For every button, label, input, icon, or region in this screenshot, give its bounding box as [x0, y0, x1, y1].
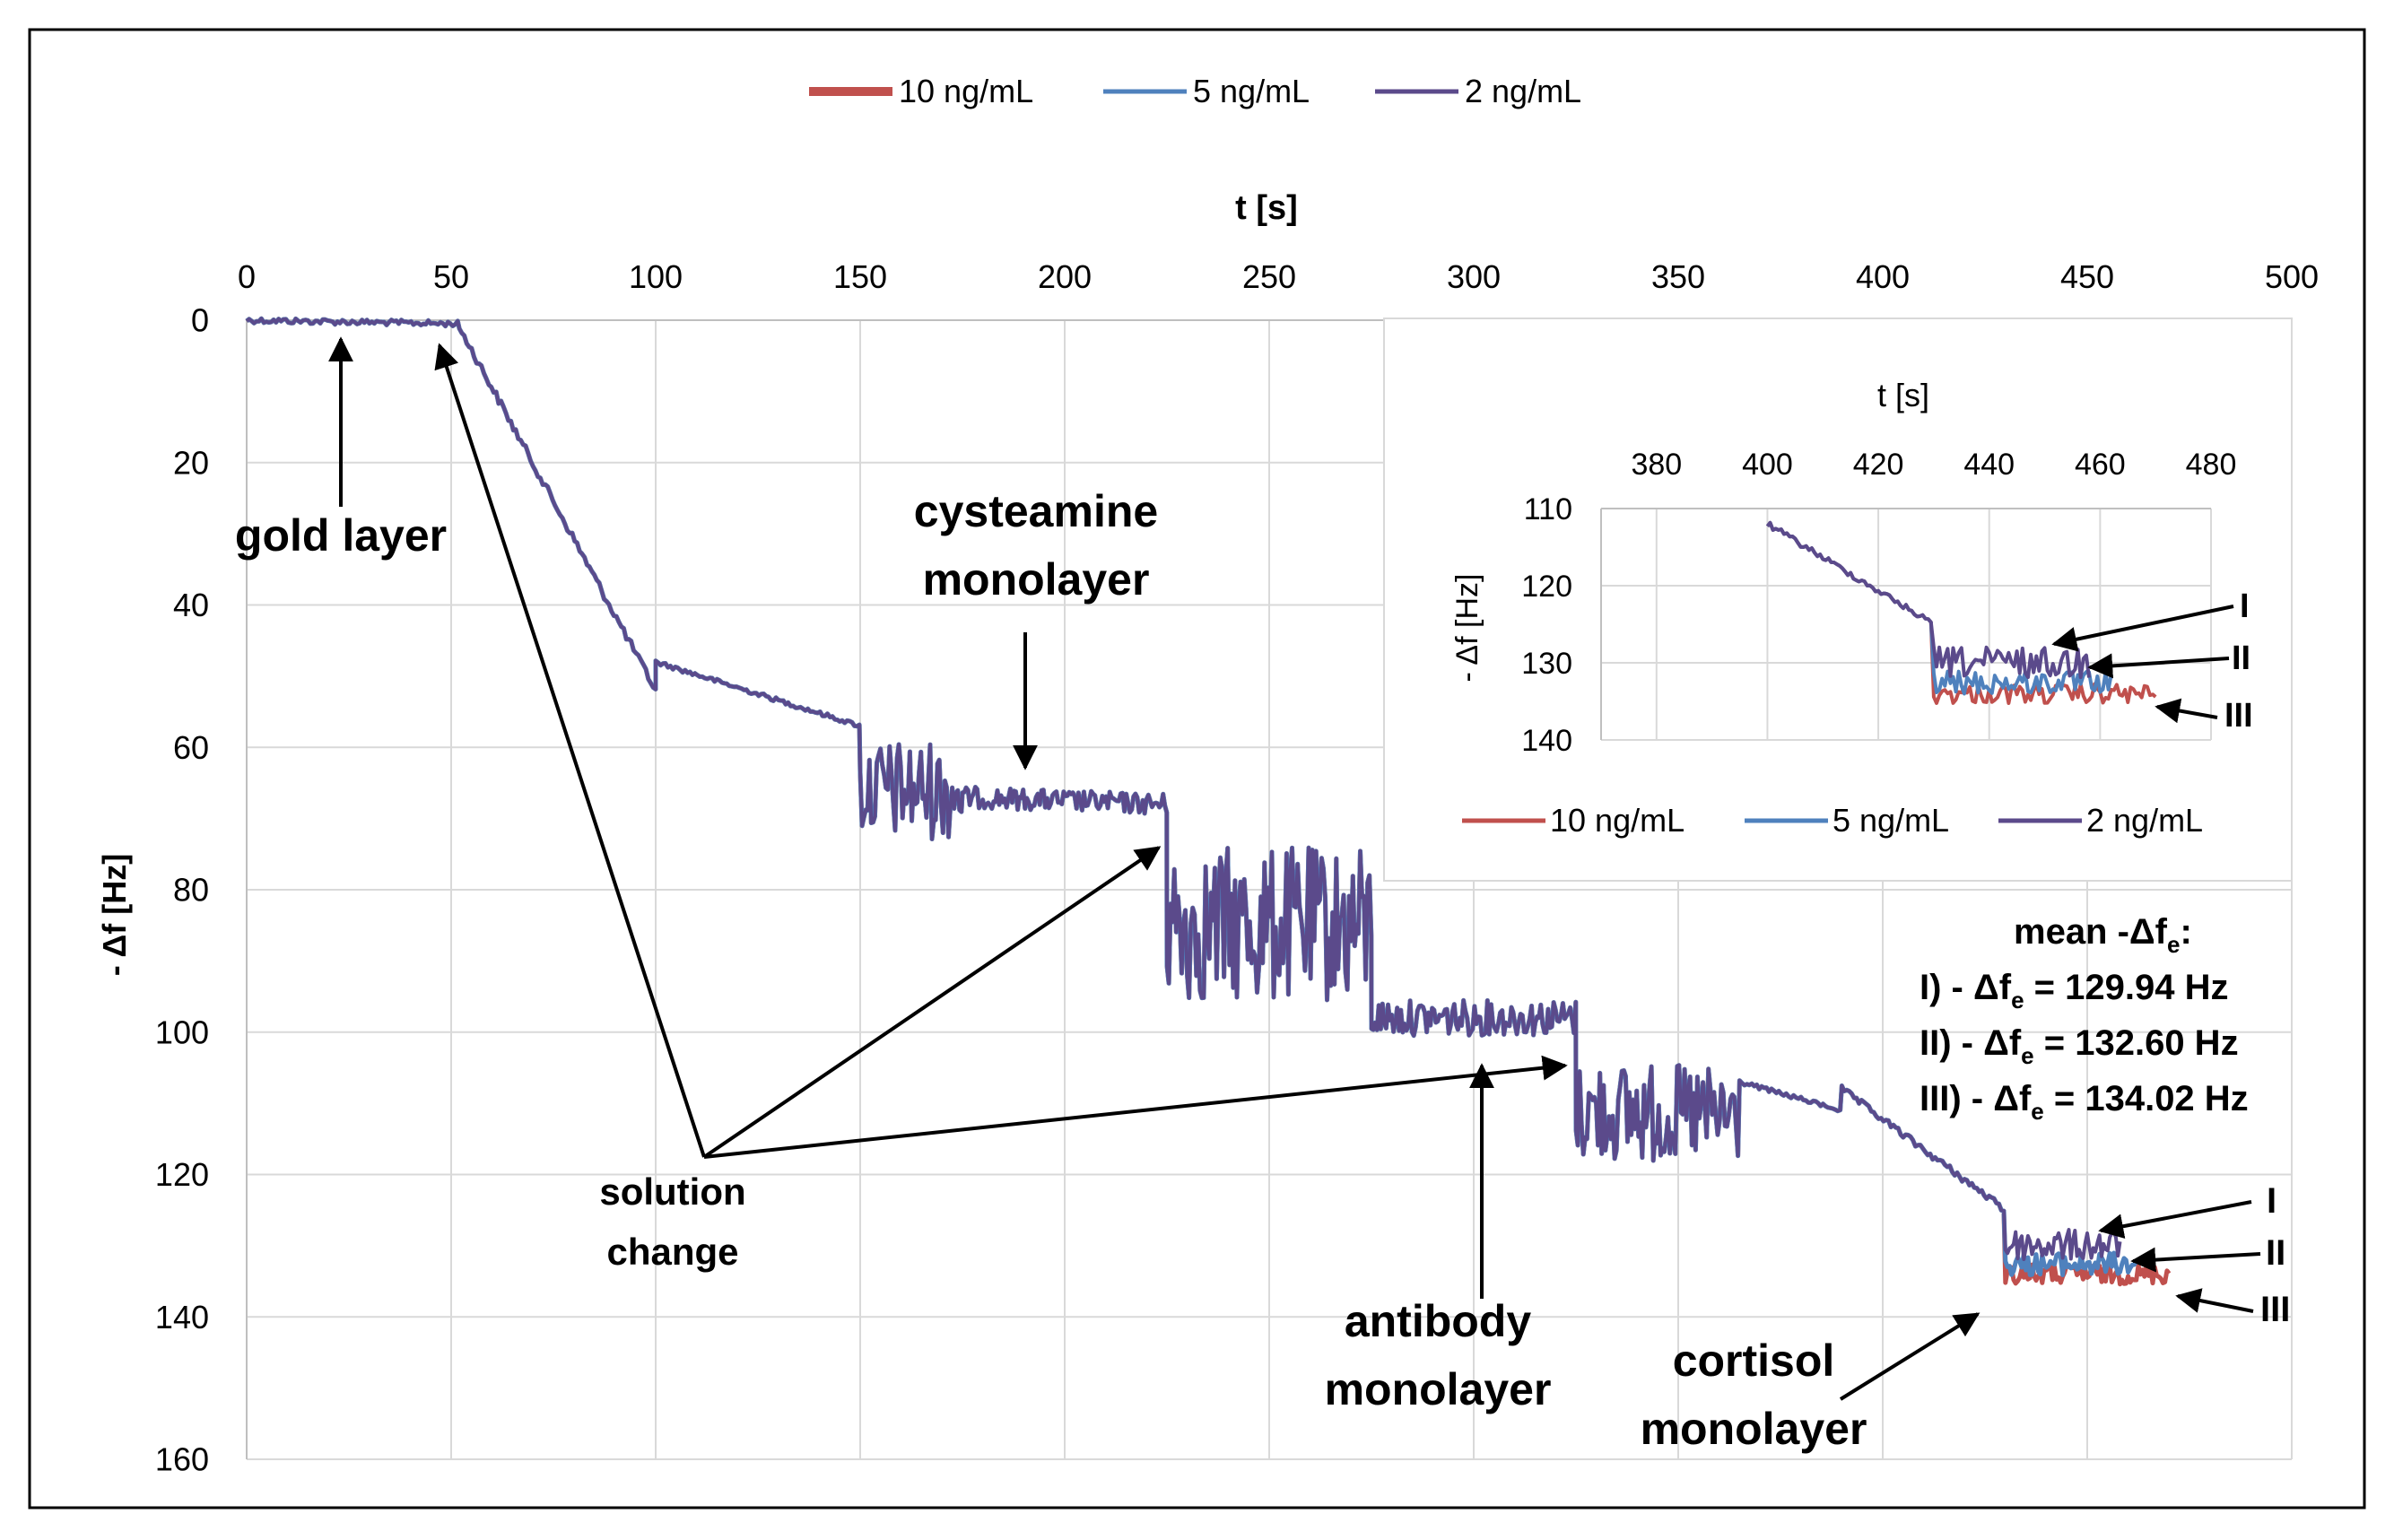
- annotation-gold-layer: gold layer: [235, 510, 447, 561]
- inset-legend-label-5: 5 ng/mL: [1832, 802, 1949, 839]
- inset-label-II: II: [2232, 639, 2250, 677]
- y-axis-title: - Δf [Hz]: [96, 854, 133, 977]
- inset-legend-label-2: 2 ng/mL: [2086, 802, 2203, 839]
- mean-row-II: II) - Δfe = 132.60 Hz: [1920, 1023, 2239, 1069]
- inset-series: [1765, 520, 2157, 705]
- inset-y-tick-label: 110: [1524, 492, 1572, 526]
- annotation-cortisol-2: monolayer: [1641, 1404, 1867, 1454]
- main-label-I: I: [2267, 1181, 2276, 1221]
- main-x-tick-label: 500: [2265, 258, 2319, 295]
- arrow-cortisol: [1839, 1312, 1980, 1401]
- mean-row-I: I) - Δfe = 129.94 Hz: [1920, 968, 2228, 1014]
- inset-legend-label-10: 10 ng/mL: [1550, 802, 1685, 839]
- annotation-cortisol-1: cortisol: [1673, 1336, 1835, 1386]
- main-series: [245, 316, 2172, 1287]
- main-y-tick-label: 60: [173, 729, 209, 766]
- inset-label-I: I: [2240, 587, 2250, 625]
- main-x-tick-label: 200: [1038, 258, 1092, 295]
- x-axis-title: t [s]: [1235, 189, 1298, 227]
- main-y-tick-label: 160: [155, 1441, 209, 1478]
- mean-values-box: mean -Δfe: I) - Δfe = 129.94 Hz II) - Δf…: [1920, 912, 2249, 1125]
- main-y-tick-label: 40: [173, 587, 209, 623]
- legend-main: 10 ng/mL 5 ng/mL 2 ng/mL: [809, 73, 1581, 109]
- main-x-tick-label: 300: [1447, 258, 1501, 295]
- annotation-antibody-1: antibody: [1345, 1296, 1532, 1346]
- inset-y-tick-label: 120: [1521, 570, 1572, 604]
- inset-x-tick-label: 480: [2186, 448, 2237, 482]
- main-x-tick-label: 450: [2060, 258, 2114, 295]
- main-arrow-II: [2130, 1247, 2261, 1273]
- legend-label-5: 5 ng/mL: [1193, 73, 1310, 109]
- annotation-solution-2: change: [606, 1231, 738, 1273]
- main-label-II: II: [2266, 1233, 2285, 1273]
- main-x-tick-label: 350: [1651, 258, 1705, 295]
- mean-row-II-sub: e: [2021, 1042, 2033, 1069]
- mean-row-II-value: = 132.60 Hz: [2034, 1023, 2239, 1063]
- main-y-tick-label: 20: [173, 444, 209, 481]
- arrow-solution-2: [702, 846, 1162, 1159]
- annotation-cysteamine-2: monolayer: [923, 554, 1150, 605]
- inset-y-axis-title: - Δf [Hz]: [1450, 574, 1484, 683]
- arrow-solution-3: [703, 1055, 1568, 1159]
- main-x-tick-label: 0: [238, 258, 256, 295]
- main-axes: 0 50 100 150 200 250 300 350 400 450 500 0 20 40 60 80 1…: [155, 258, 2319, 1478]
- legend-inset: 10 ng/mL 5 ng/mL 2 ng/mL: [1462, 802, 2203, 839]
- mean-row-I-value: = 129.94 Hz: [2024, 968, 2229, 1007]
- mean-row-I-sub: e: [2011, 987, 2024, 1014]
- main-arrow-I: [2098, 1200, 2252, 1240]
- main-y-tick-label: 140: [155, 1299, 209, 1336]
- legend-label-10: 10 ng/mL: [899, 73, 1033, 109]
- annotation-antibody-2: monolayer: [1325, 1364, 1552, 1414]
- main-x-tick-label: 100: [629, 258, 683, 295]
- inset-axes: 380 400 420 440 460 480 110 120 130 140: [1521, 448, 2236, 758]
- mean-title-end: :: [2180, 912, 2191, 952]
- mean-row-III: III) - Δfe = 134.02 Hz: [1920, 1079, 2249, 1125]
- mean-row-III-value: = 134.02 Hz: [2044, 1079, 2249, 1118]
- main-x-tick-label: 400: [1856, 258, 1910, 295]
- series-line-2ngmL: [245, 317, 2122, 1261]
- arrow-solution-1: [434, 343, 706, 1158]
- main-arrow-III: [2175, 1288, 2254, 1313]
- mean-row-II-prefix: II) - Δf: [1920, 1023, 2022, 1063]
- main-x-tick-label: 50: [433, 258, 469, 295]
- inset-series-line-2ngmL: [1765, 520, 2091, 680]
- inset-x-tick-label: 440: [1963, 448, 2015, 482]
- inset-label-III: III: [2224, 697, 2253, 735]
- mean-title-sub: e: [2167, 931, 2180, 958]
- inset-x-tick-label: 420: [1853, 448, 1904, 482]
- inset-y-tick-label: 140: [1521, 724, 1572, 758]
- mean-row-III-sub: e: [2031, 1098, 2043, 1125]
- inset-x-axis-title: t [s]: [1877, 377, 1929, 413]
- inset-arrow-II: [2087, 653, 2230, 679]
- inset-arrow-I: [2051, 605, 2234, 652]
- inset-x-tick-label: 380: [1631, 448, 1682, 482]
- inset-arrow-III: [2155, 698, 2218, 724]
- inset-x-tick-label: 460: [2075, 448, 2126, 482]
- annotation-solution-1: solution: [599, 1170, 745, 1213]
- main-x-tick-label: 150: [833, 258, 887, 295]
- main-y-tick-label: 80: [173, 872, 209, 909]
- inset-panel: [1383, 318, 2293, 882]
- main-y-tick-label: 100: [155, 1014, 209, 1050]
- mean-title: mean -Δfe:: [2014, 912, 2192, 958]
- main-y-tick-label: 120: [155, 1156, 209, 1193]
- main-x-tick-label: 250: [1242, 258, 1296, 295]
- annotation-cysteamine-1: cysteamine: [914, 486, 1158, 536]
- mean-row-III-prefix: III) - Δf: [1920, 1079, 2032, 1118]
- mean-row-I-prefix: I) - Δf: [1920, 968, 2012, 1007]
- inset-x-tick-label: 400: [1742, 448, 1793, 482]
- main-label-III: III: [2260, 1290, 2290, 1329]
- inset-y-tick-label: 130: [1521, 647, 1572, 681]
- mean-title-main: mean -Δf: [2014, 912, 2168, 952]
- main-y-tick-label: 0: [191, 302, 209, 339]
- legend-label-2: 2 ng/mL: [1465, 73, 1581, 109]
